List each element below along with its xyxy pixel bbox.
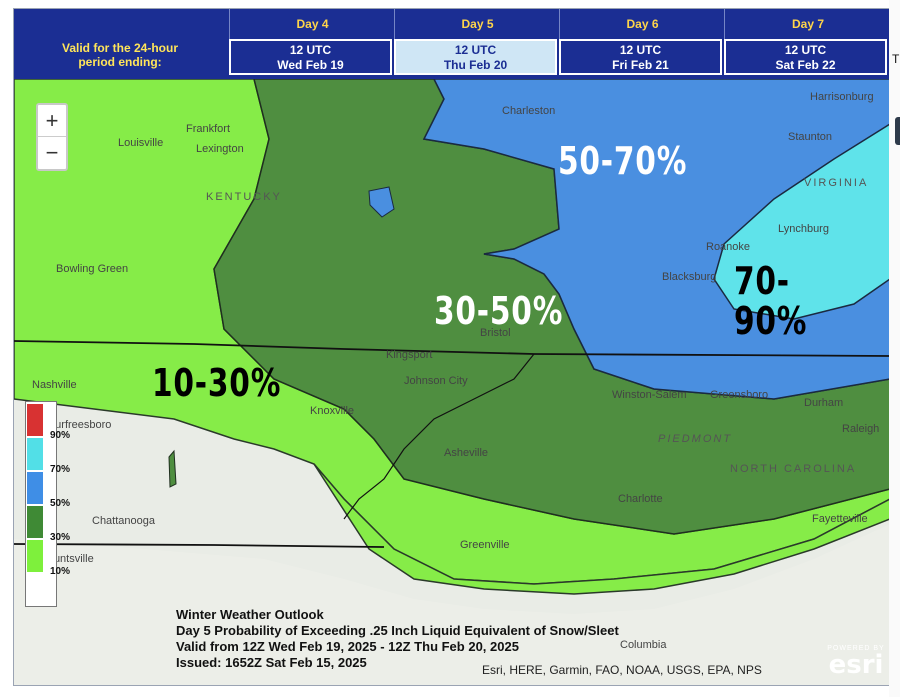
place-label: Greensboro bbox=[710, 389, 769, 401]
day6-time: 12 UTC bbox=[619, 43, 662, 57]
probability-map[interactable] bbox=[14, 79, 890, 685]
day7-header: Day 7 bbox=[724, 9, 890, 39]
caption-valid-range: Valid from 12Z Wed Feb 19, 2025 - 12Z Th… bbox=[176, 639, 519, 654]
day4-time: 12 UTC bbox=[289, 43, 332, 57]
patch-blue bbox=[368, 186, 395, 218]
place-label: Knoxville bbox=[310, 405, 355, 417]
day-selector-bar: Valid for the 24-hour period ending: Day… bbox=[14, 9, 890, 79]
place-label: Lexington bbox=[196, 143, 244, 155]
side-text: T bbox=[892, 52, 900, 66]
caption-description: Day 5 Probability of Exceeding .25 Inch … bbox=[176, 623, 619, 638]
band-label-30-50: 30-50% bbox=[434, 289, 564, 333]
place-label: Nashville bbox=[32, 379, 77, 391]
place-label: Roanoke bbox=[706, 241, 751, 253]
state-line-tn-nc bbox=[343, 353, 535, 520]
day4-header: Day 4 bbox=[229, 9, 395, 39]
zoom-out-button[interactable]: − bbox=[38, 136, 66, 168]
legend-label-50: 50% bbox=[50, 498, 71, 509]
legend-swatch-90 bbox=[27, 404, 43, 436]
band-label-10-30: 10-30% bbox=[152, 361, 282, 405]
valid-label-line2: period ending: bbox=[78, 55, 162, 69]
place-label: Louisville bbox=[118, 137, 164, 149]
map-attribution[interactable]: Esri, HERE, Garmin, FAO, NOAA, USGS, EPA… bbox=[482, 663, 762, 677]
state-label: VIRGINIA bbox=[804, 177, 869, 189]
place-label: Frankfort bbox=[186, 123, 231, 135]
esri-wordmark: esri bbox=[828, 650, 884, 680]
place-label: Greenville bbox=[460, 539, 510, 551]
day5-date: Thu Feb 20 bbox=[443, 58, 508, 72]
place-label: Chattanooga bbox=[92, 515, 155, 527]
place-label: Johnson City bbox=[404, 375, 468, 387]
band-50-70-area bbox=[422, 79, 890, 400]
state-label: PIEDMONT bbox=[658, 433, 733, 445]
place-label: Kingsport bbox=[386, 349, 433, 361]
esri-logo[interactable]: POWERED BY esri bbox=[822, 645, 890, 679]
place-label: Staunton bbox=[788, 131, 833, 143]
legend-swatch-10 bbox=[27, 540, 43, 572]
day4-button[interactable]: 12 UTC Wed Feb 19 bbox=[229, 39, 392, 75]
side-card-tab bbox=[895, 117, 900, 145]
legend-swatch-30 bbox=[27, 506, 43, 538]
valid-period-label: Valid for the 24-hour period ending: bbox=[14, 41, 226, 77]
place-label: Blacksburg bbox=[662, 271, 717, 283]
place-label: Columbia bbox=[620, 639, 667, 651]
place-label: Harrisonburg bbox=[810, 91, 874, 103]
legend-label-90: 90% bbox=[50, 430, 71, 441]
state-label: KENTUCKY bbox=[206, 191, 282, 203]
map-caption: Winter Weather Outlook Day 5 Probability… bbox=[176, 607, 619, 671]
legend-swatch-70 bbox=[27, 438, 43, 470]
caption-issued: Issued: 1652Z Sat Feb 15, 2025 bbox=[176, 655, 367, 670]
place-label: Charleston bbox=[502, 105, 556, 117]
esri-powered-by: POWERED BY bbox=[827, 645, 885, 652]
valid-label-line1: Valid for the 24-hour bbox=[61, 41, 178, 55]
place-label: Charlotte bbox=[618, 493, 663, 505]
place-label: Huntsville bbox=[46, 553, 94, 565]
state-line-tn-al bbox=[14, 543, 385, 548]
patch-green bbox=[168, 449, 177, 488]
place-label: Bowling Green bbox=[56, 263, 129, 275]
state-label: NORTH CAROLINA bbox=[730, 463, 857, 475]
place-label: Lynchburg bbox=[778, 223, 829, 235]
day5-header: Day 5 bbox=[394, 9, 560, 39]
day6-button[interactable]: 12 UTC Fri Feb 21 bbox=[559, 39, 722, 75]
band-label-50-70: 50-70% bbox=[558, 139, 688, 183]
day5-time: 12 UTC bbox=[454, 43, 497, 57]
band-10-30-south bbox=[313, 463, 890, 595]
band-label-70-90: 70-90% bbox=[734, 259, 808, 343]
probability-legend: 90% 70% 50% 30% 10% bbox=[25, 401, 70, 607]
outlook-panel: Valid for the 24-hour period ending: Day… bbox=[13, 8, 891, 686]
place-label: Bristol bbox=[480, 327, 511, 339]
day4-date: Wed Feb 19 bbox=[277, 58, 344, 72]
place-label: Durham bbox=[804, 397, 844, 409]
place-label: Fayetteville bbox=[812, 513, 868, 525]
day5-button[interactable]: 12 UTC Thu Feb 20 bbox=[394, 39, 557, 75]
day6-date: Fri Feb 21 bbox=[612, 58, 669, 72]
day7-button[interactable]: 12 UTC Sat Feb 22 bbox=[724, 39, 887, 75]
basemap-south bbox=[14, 524, 890, 685]
legend-label-30: 30% bbox=[50, 532, 71, 543]
state-line-ky-tn bbox=[14, 340, 890, 357]
page-edge bbox=[889, 0, 900, 697]
day7-time: 12 UTC bbox=[784, 43, 827, 57]
caption-title: Winter Weather Outlook bbox=[176, 607, 324, 622]
legend-swatch-50 bbox=[27, 472, 43, 504]
place-label: Winston-Salem bbox=[612, 389, 687, 401]
place-label: Raleigh bbox=[842, 423, 880, 435]
legend-label-10: 10% bbox=[50, 566, 71, 577]
place-label: Asheville bbox=[444, 447, 489, 459]
legend-label-70: 70% bbox=[50, 464, 71, 475]
day6-header: Day 6 bbox=[559, 9, 725, 39]
place-label: Murfreesboro bbox=[46, 419, 112, 431]
zoom-control: + − bbox=[36, 103, 68, 171]
band-70-90-area bbox=[713, 123, 890, 320]
day7-date: Sat Feb 22 bbox=[775, 58, 836, 72]
zoom-in-button[interactable]: + bbox=[45, 108, 59, 133]
